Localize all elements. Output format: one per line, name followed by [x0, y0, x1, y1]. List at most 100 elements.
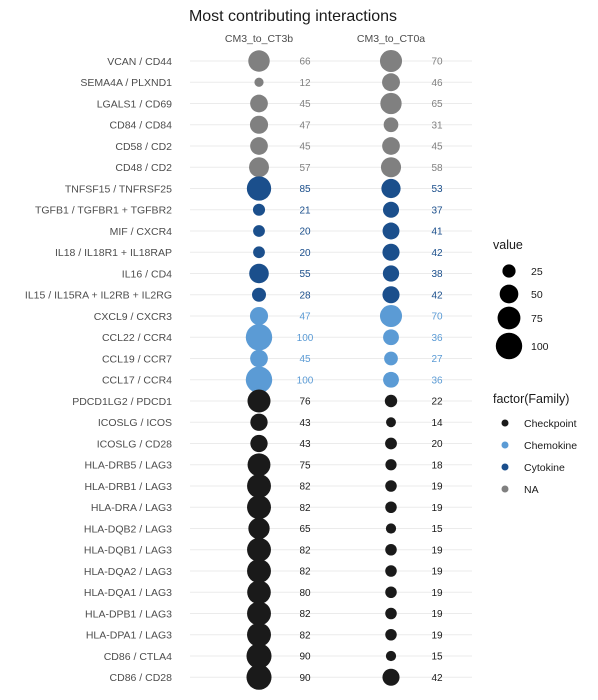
data-point: [247, 474, 271, 498]
data-point: [245, 366, 273, 393]
data-point: [386, 417, 396, 428]
data-label: 19: [431, 609, 443, 620]
data-point: [385, 628, 397, 641]
data-label: 82: [299, 630, 311, 641]
data-label: 46: [431, 78, 443, 89]
data-point: [250, 349, 268, 368]
row-label: TNFSF15 / TNFRSF25: [65, 183, 172, 195]
data-point: [382, 73, 400, 92]
row-label: HLA-DQA2 / LAG3: [84, 566, 172, 578]
data-point: [385, 523, 397, 534]
row-label: CD86 / CD28: [110, 672, 173, 684]
data-label: 12: [299, 78, 311, 89]
row-label: CCL17 / CCR4: [102, 375, 172, 387]
row-label: ICOSLG / CD28: [97, 438, 172, 450]
data-label: 82: [299, 545, 311, 556]
data-point: [253, 246, 265, 259]
row-label: TGFB1 / TGFBR1 + TGFBR2: [35, 205, 172, 217]
data-label: 18: [431, 460, 443, 471]
column-label: CM3_to_CT0a: [357, 33, 425, 45]
data-label: 28: [299, 290, 311, 301]
data-label: 45: [431, 142, 443, 153]
color-legend-key: [501, 441, 509, 449]
data-label: 20: [299, 248, 311, 259]
color-legend-label: NA: [524, 484, 539, 496]
data-label: 45: [299, 99, 311, 110]
data-label: 41: [431, 227, 443, 238]
data-label: 21: [299, 205, 311, 216]
data-label: 38: [431, 269, 443, 280]
data-point: [250, 137, 268, 155]
row-label: IL15 / IL15RA + IL2RB + IL2RG: [25, 290, 172, 302]
data-point: [249, 115, 269, 134]
size-legend-key: [495, 332, 523, 360]
data-label: 43: [299, 439, 311, 450]
data-point: [247, 495, 271, 520]
data-point: [383, 371, 399, 388]
data-label: 20: [299, 227, 311, 238]
data-label: 45: [299, 354, 311, 365]
data-point: [380, 92, 402, 115]
size-legend-key: [502, 264, 516, 278]
color-legend-key: [501, 485, 509, 493]
row-label: CD48 / CD2: [115, 162, 172, 174]
row-label: HLA-DQB2 / LAG3: [84, 523, 172, 535]
data-point: [248, 50, 270, 72]
data-point: [383, 329, 399, 346]
chart-title: Most contributing interactions: [189, 8, 397, 25]
data-label: 19: [431, 482, 443, 493]
row-label: CCL22 / CCR4: [102, 332, 172, 344]
data-label: 31: [431, 120, 443, 131]
data-label: 19: [431, 503, 443, 514]
data-label: 65: [299, 524, 311, 535]
data-point: [252, 287, 266, 302]
data-label: 15: [431, 652, 443, 663]
row-label: VCAN / CD44: [107, 56, 172, 68]
data-label: 47: [299, 120, 311, 131]
column-label: CM3_to_CT3b: [225, 33, 293, 45]
data-point: [383, 117, 399, 133]
data-label: 82: [299, 482, 311, 493]
size-legend-key: [499, 284, 519, 304]
row-label: HLA-DPA1 / LAG3: [86, 630, 172, 642]
data-point: [245, 324, 273, 351]
data-label: 82: [299, 609, 311, 620]
row-label: HLA-DQB1 / LAG3: [84, 545, 172, 557]
data-label: 65: [431, 99, 443, 110]
data-label: 82: [299, 567, 311, 578]
data-point: [380, 157, 402, 178]
data-point: [382, 201, 400, 218]
size-legend-label: 25: [531, 266, 543, 278]
data-point: [249, 306, 269, 326]
data-point: [382, 222, 400, 240]
data-point: [250, 413, 268, 431]
row-label: HLA-DPB1 / LAG3: [85, 608, 172, 620]
data-point: [379, 304, 403, 328]
data-label: 70: [431, 57, 443, 68]
data-label: 15: [431, 524, 443, 535]
data-point: [385, 437, 397, 450]
data-label: 47: [299, 312, 311, 323]
data-point: [382, 668, 400, 686]
size-legend-label: 75: [531, 313, 543, 325]
data-label: 42: [431, 290, 443, 301]
data-point: [379, 49, 403, 73]
row-label: HLA-DRA / LAG3: [91, 502, 172, 514]
data-label: 53: [431, 184, 443, 195]
row-label: HLA-DRB1 / LAG3: [84, 481, 172, 493]
data-point: [381, 178, 401, 199]
row-label: HLA-DQA1 / LAG3: [84, 587, 172, 599]
data-point: [246, 664, 272, 690]
row-label: MIF / CXCR4: [110, 226, 173, 238]
data-point: [384, 394, 398, 408]
data-label: 42: [431, 248, 443, 259]
data-label: 36: [431, 333, 443, 344]
data-point: [385, 607, 397, 620]
data-point: [385, 586, 397, 599]
data-label: 90: [299, 652, 311, 663]
data-point: [247, 559, 271, 583]
color-legend-label: Chemokine: [524, 440, 577, 452]
size-legend-title: value: [493, 238, 523, 252]
data-point: [385, 650, 397, 662]
